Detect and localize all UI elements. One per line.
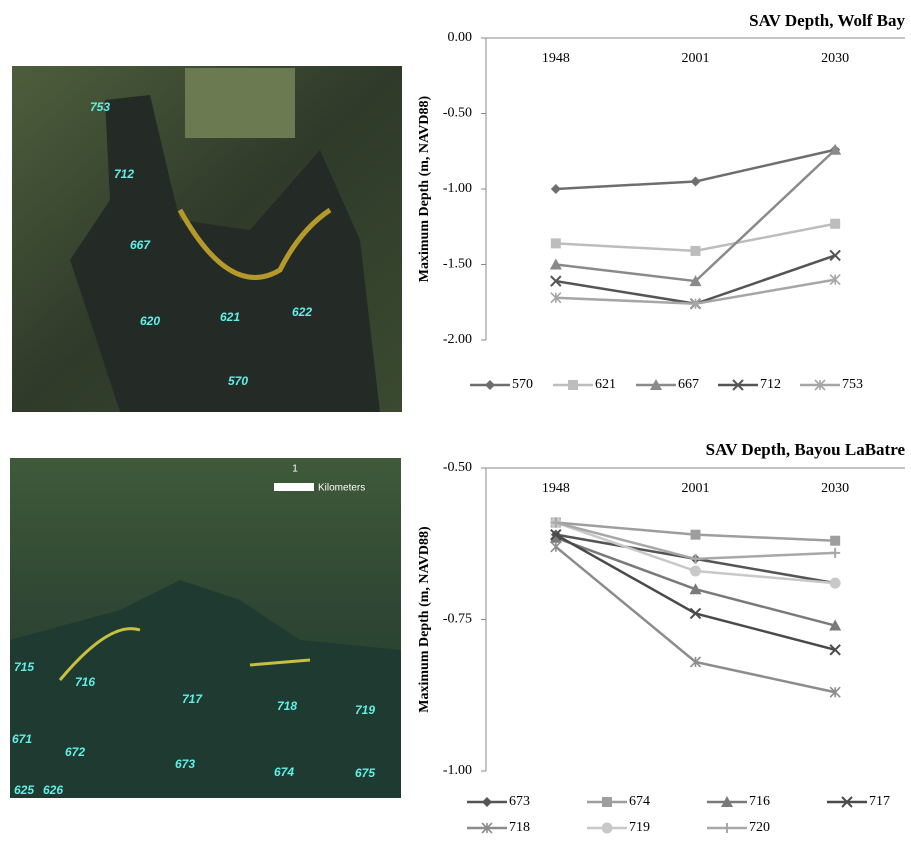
map-label: 674: [274, 765, 294, 779]
y-tick-label: -0.75: [443, 612, 472, 627]
y-tick-label: -0.50: [443, 460, 472, 475]
legend-marker: [482, 797, 492, 807]
chart-title: SAV Depth, Bayou LaBatre: [706, 440, 906, 459]
legend-label: 667: [678, 377, 699, 392]
map-label: 672: [65, 745, 85, 759]
marker: [690, 566, 701, 577]
marker: [551, 238, 561, 248]
series-line: [556, 150, 835, 281]
marker: [830, 548, 840, 558]
legend-label: 719: [629, 820, 650, 835]
marker: [830, 219, 840, 229]
marker: [830, 578, 841, 589]
map-bayou-labatre: 1 Kilometers 715 716 717 718 719 671 672…: [10, 458, 401, 798]
y-tick-label: -1.00: [443, 181, 472, 196]
legend-marker: [722, 823, 732, 833]
map-label: 620: [140, 314, 160, 328]
chart-title: SAV Depth, Wolf Bay: [749, 11, 905, 30]
map-label: 667: [130, 238, 151, 252]
legend-marker: [485, 380, 495, 390]
map-label: 718: [277, 699, 297, 713]
scale-value: 1: [292, 464, 298, 475]
marker: [691, 530, 701, 540]
legend-label: 673: [509, 794, 530, 809]
y-tick-label: -1.00: [443, 763, 472, 778]
marker: [691, 246, 701, 256]
y-tick-label: 0.00: [448, 30, 473, 45]
marker: [830, 536, 840, 546]
y-axis-label: Maximum Depth (m, NAVD88): [417, 95, 432, 282]
y-tick-label: -2.00: [443, 332, 472, 347]
legend-label: 720: [749, 820, 770, 835]
marker: [691, 176, 701, 186]
map-label: 622: [292, 305, 312, 319]
map-label: 717: [182, 692, 203, 706]
legend-marker: [602, 797, 612, 807]
legend-label: 716: [749, 794, 770, 809]
map-label: 715: [14, 660, 34, 674]
legend-label: 674: [629, 794, 650, 809]
map-wolf-bay: 753 712 667 620 621 622 570: [12, 66, 402, 412]
scale-unit: Kilometers: [318, 483, 365, 494]
marker: [551, 542, 561, 552]
map-label: 671: [12, 732, 32, 746]
legend-label: 621: [595, 377, 616, 392]
y-tick-label: -0.50: [443, 106, 472, 121]
map-label: 753: [90, 100, 110, 114]
legend-label: 712: [760, 377, 781, 392]
x-tick-label: 2001: [682, 481, 710, 496]
legend-label: 570: [512, 377, 533, 392]
map-label: 712: [114, 167, 134, 181]
figure: 753 712 667 620 621 622 570 1 Kilometers…: [0, 0, 911, 842]
map-label: 621: [220, 310, 240, 324]
x-tick-label: 1948: [542, 51, 570, 66]
legend-label: 718: [509, 820, 530, 835]
legend-marker: [602, 823, 613, 834]
x-tick-label: 2030: [821, 51, 849, 66]
x-tick-label: 1948: [542, 481, 570, 496]
map-label: 675: [355, 766, 375, 780]
map-label: 719: [355, 703, 375, 717]
marker: [691, 554, 701, 564]
legend-marker: [568, 380, 578, 390]
legend-label: 717: [869, 794, 890, 809]
legend-label: 753: [842, 377, 863, 392]
map-label: 570: [228, 374, 248, 388]
x-tick-label: 2001: [682, 51, 710, 66]
y-tick-label: -1.50: [443, 257, 472, 272]
map-label: 673: [175, 757, 195, 771]
map-label: 625: [14, 783, 34, 797]
x-tick-label: 2030: [821, 481, 849, 496]
marker: [551, 184, 561, 194]
map-label: 716: [75, 675, 95, 689]
y-axis-label: Maximum Depth (m, NAVD88): [417, 526, 432, 713]
map-label: 626: [43, 783, 63, 797]
